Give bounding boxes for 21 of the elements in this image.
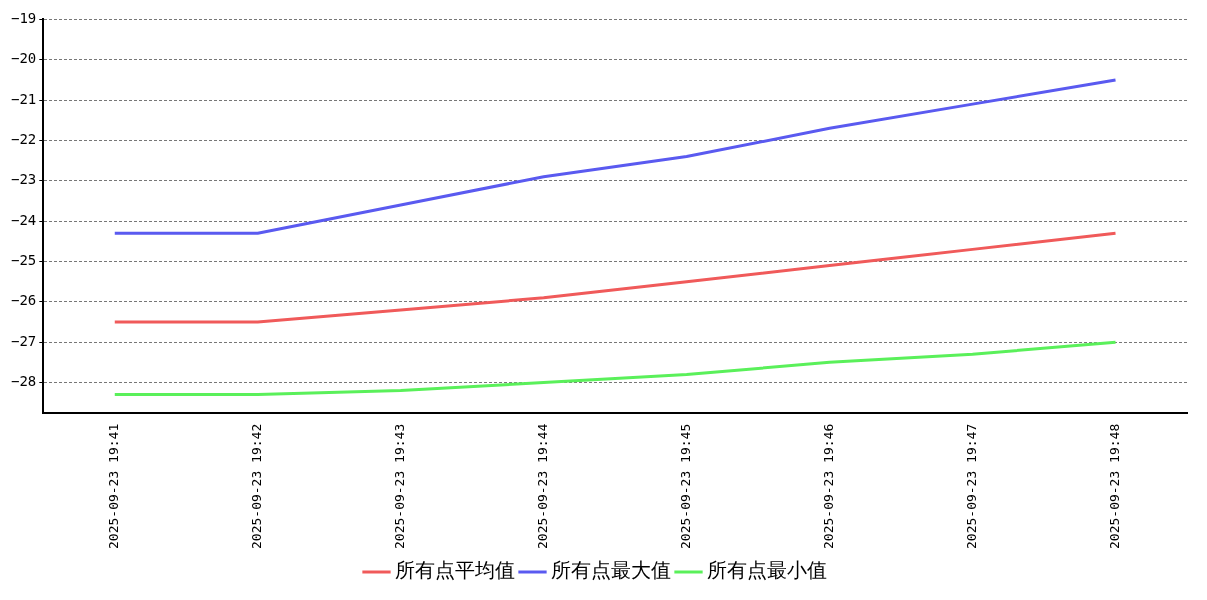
y-tick-label: −22 [10, 131, 37, 148]
y-tick-label: −23 [10, 171, 37, 188]
legend-label: 所有点最大值 [550, 558, 671, 583]
x-tick-label: 2025-09-23 19:44 [535, 423, 551, 550]
x-tick-label: 2025-09-23 19:46 [820, 423, 836, 550]
y-tick-label: −24 [10, 211, 37, 228]
x-tick-label: 2025-09-23 19:48 [1106, 423, 1122, 550]
y-tick-label: −25 [10, 252, 37, 269]
y-tick-label: −26 [10, 292, 37, 309]
y-tick-label: −28 [10, 373, 37, 390]
x-tick-label: 2025-09-23 19:42 [249, 423, 265, 550]
x-tick-label: 2025-09-23 19:41 [106, 423, 122, 550]
y-tick-label: −21 [10, 90, 37, 107]
legend-label: 所有点最小值 [706, 558, 827, 583]
x-tick-label: 2025-09-23 19:47 [963, 423, 979, 550]
x-tick-label: 2025-09-23 19:43 [392, 423, 408, 550]
y-tick-label: −20 [10, 50, 37, 67]
legend-label: 所有点平均值 [394, 558, 515, 583]
y-tick-label: −27 [10, 332, 37, 349]
y-tick-label: −19 [10, 10, 37, 27]
x-tick-label: 2025-09-23 19:45 [678, 423, 693, 550]
